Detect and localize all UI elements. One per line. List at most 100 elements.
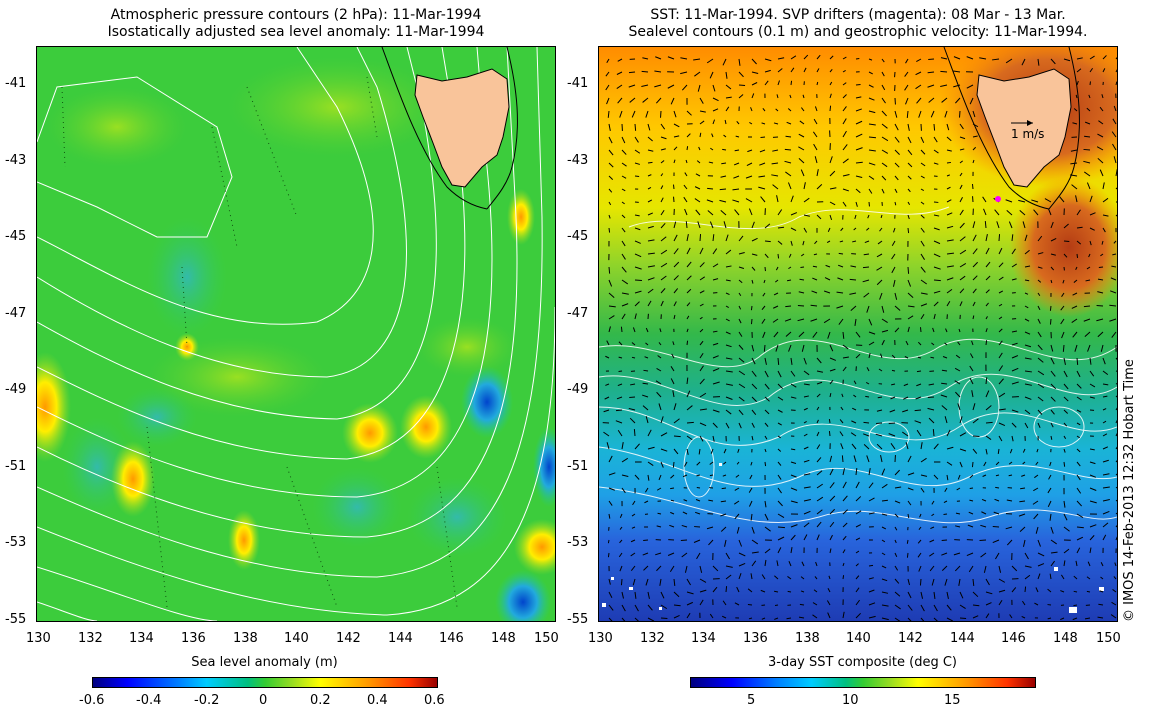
velocity-vector bbox=[790, 195, 794, 203]
velocity-vector bbox=[855, 481, 860, 489]
velocity-vector bbox=[634, 227, 641, 231]
velocity-vector bbox=[903, 383, 909, 387]
velocity-vector bbox=[907, 123, 910, 131]
velocity-vector bbox=[699, 276, 706, 281]
velocity-vector bbox=[972, 448, 978, 454]
sea-level-anomaly-map[interactable] bbox=[36, 46, 556, 622]
velocity-vector bbox=[969, 487, 974, 490]
velocity-vector bbox=[1076, 461, 1081, 467]
velocity-vector bbox=[725, 292, 730, 296]
velocity-vector bbox=[774, 604, 779, 607]
velocity-vector bbox=[959, 136, 966, 140]
velocity-vector bbox=[621, 591, 624, 599]
velocity-vector bbox=[855, 331, 861, 338]
velocity-vector bbox=[699, 328, 704, 333]
velocity-vector bbox=[643, 565, 649, 571]
velocity-vector bbox=[686, 261, 692, 268]
velocity-vector bbox=[894, 578, 900, 584]
velocity-vector bbox=[931, 578, 935, 586]
velocity-vector bbox=[720, 175, 727, 178]
velocity-vector bbox=[1113, 576, 1117, 580]
velocity-vector bbox=[868, 482, 874, 489]
velocity-vector bbox=[891, 383, 896, 386]
velocity-vector bbox=[1049, 513, 1052, 521]
velocity-vector bbox=[985, 302, 989, 307]
velocity-vector bbox=[632, 327, 636, 333]
velocity-vector bbox=[998, 408, 1006, 411]
velocity-vector bbox=[709, 221, 714, 229]
velocity-vector bbox=[790, 67, 795, 73]
velocity-vector bbox=[1005, 526, 1013, 530]
velocity-vector bbox=[1063, 422, 1068, 427]
velocity-vector bbox=[1083, 318, 1091, 322]
sst-map[interactable]: 1 m/s bbox=[598, 46, 1118, 622]
velocity-vector bbox=[946, 604, 952, 611]
velocity-vector bbox=[797, 304, 805, 307]
velocity-vector bbox=[944, 110, 948, 118]
velocity-vector bbox=[673, 314, 676, 320]
velocity-vector bbox=[1111, 131, 1117, 138]
velocity-vector bbox=[840, 443, 844, 450]
velocity-vector bbox=[777, 357, 780, 366]
velocity-vector bbox=[829, 357, 837, 361]
velocity-vector bbox=[645, 578, 649, 586]
velocity-vector bbox=[608, 136, 613, 144]
velocity-vector bbox=[751, 93, 755, 99]
velocity-vector bbox=[881, 526, 887, 530]
velocity-vector bbox=[916, 383, 922, 387]
velocity-vector bbox=[894, 469, 900, 476]
velocity-vector bbox=[865, 395, 870, 398]
velocity-vector bbox=[985, 289, 990, 294]
velocity-vector bbox=[842, 468, 845, 476]
velocity-vector bbox=[855, 537, 861, 541]
velocity-vector bbox=[803, 227, 808, 233]
velocity-vector bbox=[1115, 432, 1117, 437]
velocity-vector bbox=[982, 196, 987, 203]
velocity-vector bbox=[798, 146, 805, 151]
velocity-vector bbox=[972, 604, 980, 607]
velocity-vector bbox=[1089, 370, 1095, 377]
velocity-vector bbox=[660, 604, 668, 610]
velocity-vector bbox=[673, 275, 679, 281]
velocity-vector bbox=[1019, 210, 1026, 216]
velocity-vector bbox=[751, 266, 756, 271]
velocity-vector bbox=[761, 318, 766, 324]
velocity-vector bbox=[1024, 318, 1030, 322]
velocity-vector bbox=[1115, 370, 1117, 372]
velocity-vector bbox=[773, 122, 779, 125]
velocity-vector bbox=[1037, 305, 1041, 311]
y-tick: -51 bbox=[567, 459, 589, 474]
velocity-vector bbox=[620, 578, 623, 586]
velocity-vector bbox=[738, 344, 744, 350]
velocity-vector bbox=[738, 331, 743, 337]
velocity-vector bbox=[1049, 305, 1052, 311]
velocity-vector bbox=[670, 511, 675, 515]
velocity-vector bbox=[959, 123, 964, 130]
velocity-vector bbox=[1115, 499, 1117, 502]
velocity-vector bbox=[634, 301, 640, 307]
velocity-vector bbox=[684, 208, 688, 216]
velocity-vector bbox=[1112, 589, 1117, 593]
velocity-vector bbox=[958, 578, 961, 586]
velocity-vector bbox=[1099, 590, 1104, 593]
velocity-vector bbox=[800, 576, 805, 580]
velocity-vector bbox=[985, 275, 991, 281]
velocity-vector bbox=[764, 240, 771, 243]
velocity-vector bbox=[632, 578, 636, 586]
velocity-vector bbox=[891, 240, 896, 246]
velocity-vector bbox=[803, 407, 808, 411]
velocity-vector bbox=[1076, 547, 1081, 554]
velocity-vector bbox=[1031, 199, 1039, 203]
velocity-vector bbox=[1089, 212, 1096, 216]
velocity-vector bbox=[694, 186, 701, 190]
velocity-vector bbox=[1102, 433, 1108, 437]
velocity-vector bbox=[608, 162, 614, 168]
velocity-vector bbox=[829, 187, 837, 190]
velocity-vector bbox=[829, 105, 832, 112]
velocity-vector bbox=[724, 119, 727, 125]
velocity-vector bbox=[1060, 305, 1065, 311]
velocity-vector bbox=[814, 106, 818, 112]
velocity-vector bbox=[984, 221, 987, 229]
velocity-vector bbox=[1032, 500, 1039, 505]
velocity-vector bbox=[709, 474, 714, 477]
